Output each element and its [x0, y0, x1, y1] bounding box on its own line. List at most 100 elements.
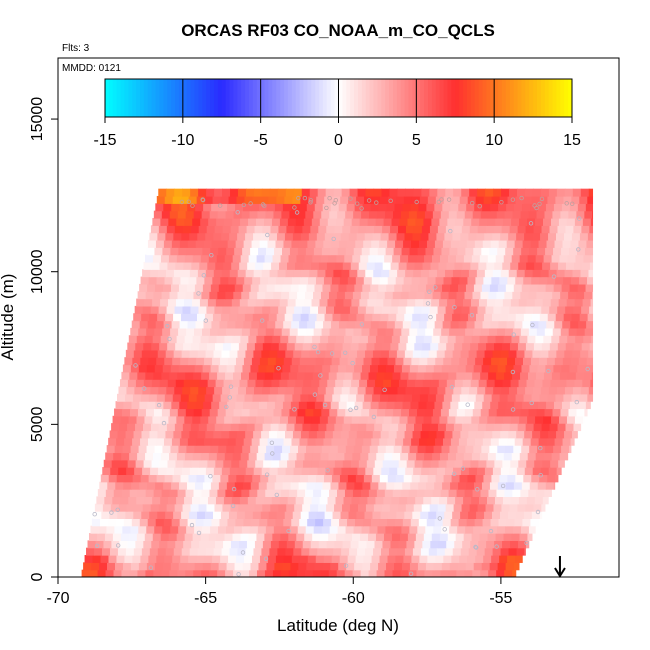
heatmap-cell	[371, 239, 380, 248]
sample-point	[446, 197, 452, 202]
sample-point	[510, 197, 516, 202]
heatmap-cell	[193, 408, 203, 417]
heatmap-cell	[161, 452, 170, 461]
heatmap-cell	[455, 335, 465, 344]
heatmap-cell	[372, 232, 382, 241]
sample-point	[141, 386, 147, 391]
heatmap-cell	[411, 357, 420, 366]
heatmap-cell	[280, 452, 290, 461]
heatmap-cell	[551, 371, 561, 380]
heatmap-cell	[314, 203, 324, 212]
heatmap-cell	[127, 459, 137, 468]
heatmap-cell	[313, 525, 323, 534]
heatmap-cell	[254, 305, 263, 314]
heatmap-cell	[115, 401, 125, 410]
heatmap-cell	[127, 540, 136, 549]
heatmap-cell	[320, 452, 330, 461]
heatmap-cell	[176, 254, 186, 263]
heatmap-cell	[456, 569, 465, 577]
sample-point	[165, 323, 170, 329]
heatmap-cell	[167, 379, 177, 388]
heatmap-cell	[289, 210, 298, 219]
heatmap-cell	[160, 217, 169, 226]
heatmap-cell	[415, 415, 425, 424]
heatmap-cell	[341, 467, 350, 476]
heatmap-cell	[181, 313, 190, 322]
heatmap-cell	[327, 496, 337, 505]
heatmap-cell	[348, 430, 358, 439]
heatmap-cell	[181, 547, 191, 556]
heatmap-cell	[277, 386, 287, 395]
heatmap-cell	[542, 459, 551, 468]
heatmap-cell	[149, 232, 158, 241]
heatmap-cell	[208, 415, 217, 424]
heatmap-cell	[197, 511, 206, 519]
heatmap-cell	[394, 401, 404, 410]
heatmap-cell	[441, 445, 451, 454]
heatmap-cell	[170, 364, 180, 373]
heatmap-cell	[410, 518, 420, 527]
heatmap-cell	[135, 459, 145, 468]
heatmap-cell	[432, 291, 442, 300]
heatmap-cell	[306, 401, 316, 410]
heatmap-cell	[162, 364, 172, 373]
heatmap-cell	[227, 320, 236, 329]
heatmap-cell	[137, 569, 146, 577]
heatmap-cell	[513, 283, 523, 292]
heatmap-cell	[349, 269, 358, 278]
heatmap-cell	[210, 283, 220, 292]
heatmap-cell	[339, 276, 349, 285]
heatmap-cell	[309, 269, 319, 278]
heatmap-cell	[584, 247, 594, 256]
heatmap-cell	[382, 540, 392, 549]
heatmap-cell	[316, 474, 325, 483]
heatmap-cell	[163, 437, 173, 446]
heatmap-cell	[253, 349, 262, 358]
heatmap-cell	[305, 247, 315, 256]
sample-point	[388, 198, 393, 203]
heatmap-cell	[559, 452, 569, 461]
heatmap-cell	[200, 496, 209, 505]
heatmap-cell	[521, 247, 530, 256]
heatmap-cell	[229, 349, 239, 358]
sample-point	[574, 399, 579, 405]
heatmap-cell	[135, 423, 144, 432]
heatmap-cell	[195, 401, 204, 410]
heatmap-cell	[250, 481, 260, 490]
heatmap-cell	[330, 203, 340, 212]
heatmap-cell	[237, 269, 247, 278]
heatmap-cell	[434, 239, 444, 248]
heatmap-cell	[542, 496, 549, 505]
colorbar-swatch	[536, 79, 542, 117]
heatmap-cell	[485, 188, 494, 197]
heatmap-cell	[172, 276, 182, 285]
sample-point	[408, 571, 414, 576]
heatmap-cell	[128, 415, 138, 424]
heatmap-cell	[308, 393, 317, 402]
heatmap-cell	[282, 203, 292, 212]
heatmap-cell	[499, 474, 508, 483]
heatmap-cell	[332, 232, 342, 241]
heatmap-cell	[136, 335, 146, 344]
sample-point	[269, 440, 275, 445]
heatmap-cell	[574, 217, 584, 226]
heatmap-cell	[553, 247, 562, 256]
heatmap-cell	[170, 283, 180, 292]
heatmap-cell	[236, 555, 245, 563]
heatmap-cell	[204, 357, 213, 366]
heatmap-cell	[293, 467, 303, 476]
heatmap-cell	[541, 503, 546, 512]
heatmap-cell	[145, 452, 154, 461]
heatmap-cell	[488, 569, 497, 577]
heatmap-cell	[146, 247, 156, 256]
heatmap-cell	[209, 291, 218, 300]
heatmap-cell	[488, 371, 497, 380]
heatmap-cell	[520, 408, 530, 417]
heatmap-cell	[272, 254, 282, 263]
heatmap-cell	[497, 481, 507, 490]
heatmap-cell	[417, 562, 427, 571]
heatmap-cell	[362, 401, 372, 410]
heatmap-cell	[403, 555, 413, 563]
heatmap-cell	[486, 342, 495, 351]
heatmap-cell	[430, 342, 439, 351]
